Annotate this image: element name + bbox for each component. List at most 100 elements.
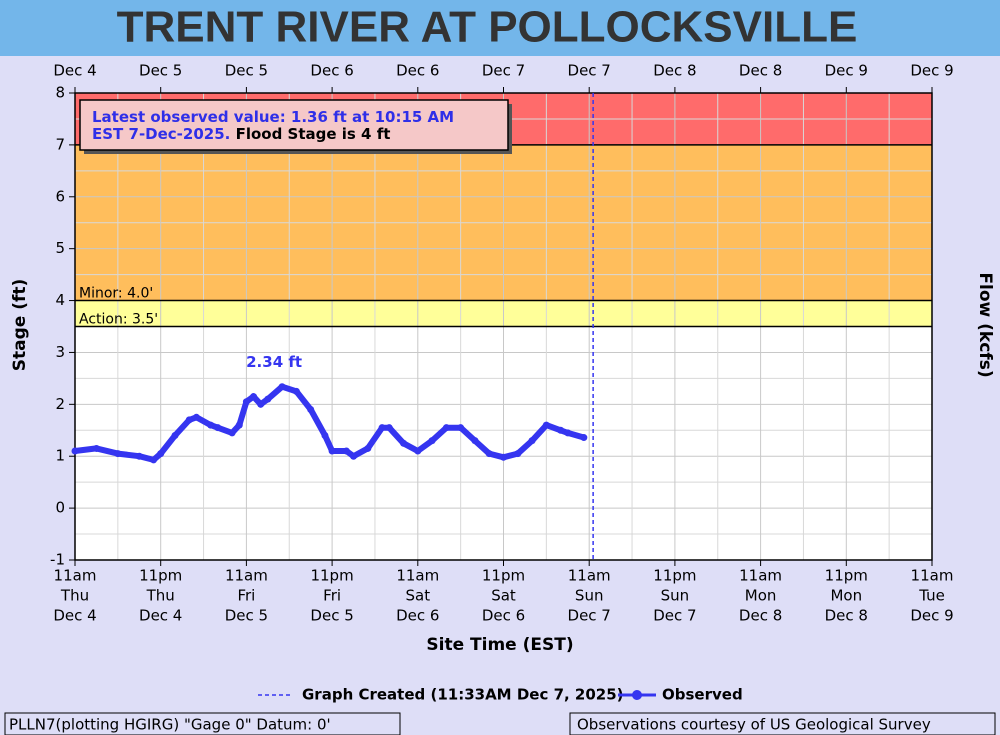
- data-point: [150, 456, 158, 464]
- x-tick-label: Thu: [60, 587, 89, 605]
- footer-left: PLLN7(plotting HGIRG) "Gage 0" Datum: 0': [9, 716, 331, 734]
- data-point: [428, 437, 436, 445]
- data-point: [457, 424, 465, 432]
- x-tick-label: Sat: [405, 587, 430, 605]
- data-point: [400, 439, 408, 447]
- data-point: [228, 429, 236, 437]
- top-tick-label: Dec 9: [910, 62, 953, 80]
- y-tick-label: 3: [55, 343, 65, 361]
- top-tick-label: Dec 5: [225, 62, 268, 80]
- x-tick-label: Dec 7: [568, 607, 611, 625]
- info-box: [79, 99, 509, 151]
- x-tick-label: Dec 5: [310, 607, 353, 625]
- x-tick-label: Mon: [745, 587, 777, 605]
- data-point: [328, 447, 336, 455]
- top-tick-label: Dec 5: [139, 62, 182, 80]
- y-tick-label: 7: [55, 135, 65, 153]
- data-point: [264, 395, 272, 403]
- data-point: [542, 421, 550, 429]
- data-point: [442, 424, 450, 432]
- y-tick-label: -1: [50, 551, 65, 569]
- data-point: [500, 453, 507, 461]
- title-banner: [0, 0, 1000, 56]
- peak-label: 2.34 ft: [246, 353, 302, 371]
- y-tick-label: 1: [55, 447, 65, 465]
- data-point: [307, 406, 315, 414]
- y-axis-title: Stage (ft): [10, 279, 30, 372]
- data-point: [364, 444, 372, 452]
- legend-created-label: Graph Created (11:33AM Dec 7, 2025): [302, 686, 624, 704]
- top-tick-label: Dec 9: [825, 62, 868, 80]
- data-point: [471, 437, 479, 445]
- data-point: [528, 437, 536, 445]
- flood-text: Flood Stage is 4 ft: [236, 125, 391, 143]
- top-tick-label: Dec 6: [396, 62, 439, 80]
- data-point: [171, 431, 179, 439]
- x-axis-title: Site Time (EST): [426, 635, 573, 655]
- data-point: [278, 383, 286, 391]
- data-point: [350, 452, 358, 460]
- x-tick-label: 11am: [54, 567, 97, 585]
- data-point: [235, 421, 243, 429]
- data-point: [514, 450, 522, 458]
- x-tick-label: Dec 4: [139, 607, 182, 625]
- footer-box: [569, 712, 996, 735]
- x-tick-label: Thu: [146, 587, 175, 605]
- top-tick-label: Dec 7: [482, 62, 525, 80]
- data-point: [485, 450, 493, 458]
- legend-label: Observed: [662, 686, 743, 704]
- data-point: [71, 447, 79, 455]
- data-point: [92, 444, 100, 452]
- info-text: EST 7-Dec-2025. Flood Stage is 4 ft: [92, 125, 390, 143]
- x-tick-label: Sun: [575, 587, 604, 605]
- x-tick-label: Dec 4: [53, 607, 96, 625]
- data-point: [321, 431, 329, 439]
- top-tick-label: Dec 8: [739, 62, 782, 80]
- x-tick-label: Dec 6: [396, 607, 439, 625]
- top-tick-label: Dec 6: [310, 62, 353, 80]
- x-tick-label: 11am: [568, 567, 611, 585]
- chart-title: TRENT RIVER AT POLLOCKSVILLE: [117, 3, 858, 52]
- y-tick-label: 0: [55, 499, 65, 517]
- x-tick-label: Fri: [237, 587, 255, 605]
- info-text: Latest observed value: 1.36 ft at 10:15 …: [92, 108, 454, 126]
- x-tick-label: 11am: [396, 567, 439, 585]
- y-tick-label: 2: [55, 395, 65, 413]
- data-point: [250, 393, 258, 401]
- x-tick-label: Mon: [830, 587, 862, 605]
- data-point: [192, 413, 200, 421]
- data-point: [378, 424, 386, 432]
- footer-right: Observations courtesy of US Geological S…: [577, 716, 931, 734]
- stage-label: Minor: 4.0': [79, 286, 153, 302]
- x-tick-label: 11pm: [310, 567, 353, 585]
- y-tick-label: 8: [55, 84, 65, 102]
- x-tick-label: 11pm: [482, 567, 525, 585]
- x-tick-label: 11am: [739, 567, 782, 585]
- y2-axis-title: Flow (kcfs): [975, 272, 995, 377]
- x-tick-label: Dec 8: [739, 607, 782, 625]
- stage-label: Action: 3.5': [79, 312, 158, 328]
- footer-box: [4, 712, 401, 735]
- top-tick-label: Dec 4: [53, 62, 96, 80]
- data-point: [580, 434, 588, 442]
- x-tick-label: Dec 7: [653, 607, 696, 625]
- x-tick-label: Sun: [661, 587, 690, 605]
- x-tick-label: 11pm: [825, 567, 868, 585]
- data-point: [185, 416, 193, 424]
- x-tick-label: Dec 8: [825, 607, 868, 625]
- data-point: [292, 387, 300, 395]
- plot-area: Action: 3.5'Minor: 4.0'Moderate: 7.0': [74, 92, 933, 561]
- x-tick-label: Tue: [918, 587, 945, 605]
- y-tick-label: 5: [55, 239, 65, 257]
- data-point: [414, 447, 422, 455]
- legend-marker: [632, 690, 642, 700]
- data-point: [135, 452, 143, 460]
- x-tick-label: 11am: [225, 567, 268, 585]
- y-tick-label: 4: [55, 291, 65, 309]
- data-point: [257, 400, 265, 408]
- x-tick-label: 11pm: [139, 567, 182, 585]
- data-point: [157, 450, 165, 458]
- x-tick-label: Dec 9: [910, 607, 953, 625]
- x-tick-label: Dec 5: [225, 607, 268, 625]
